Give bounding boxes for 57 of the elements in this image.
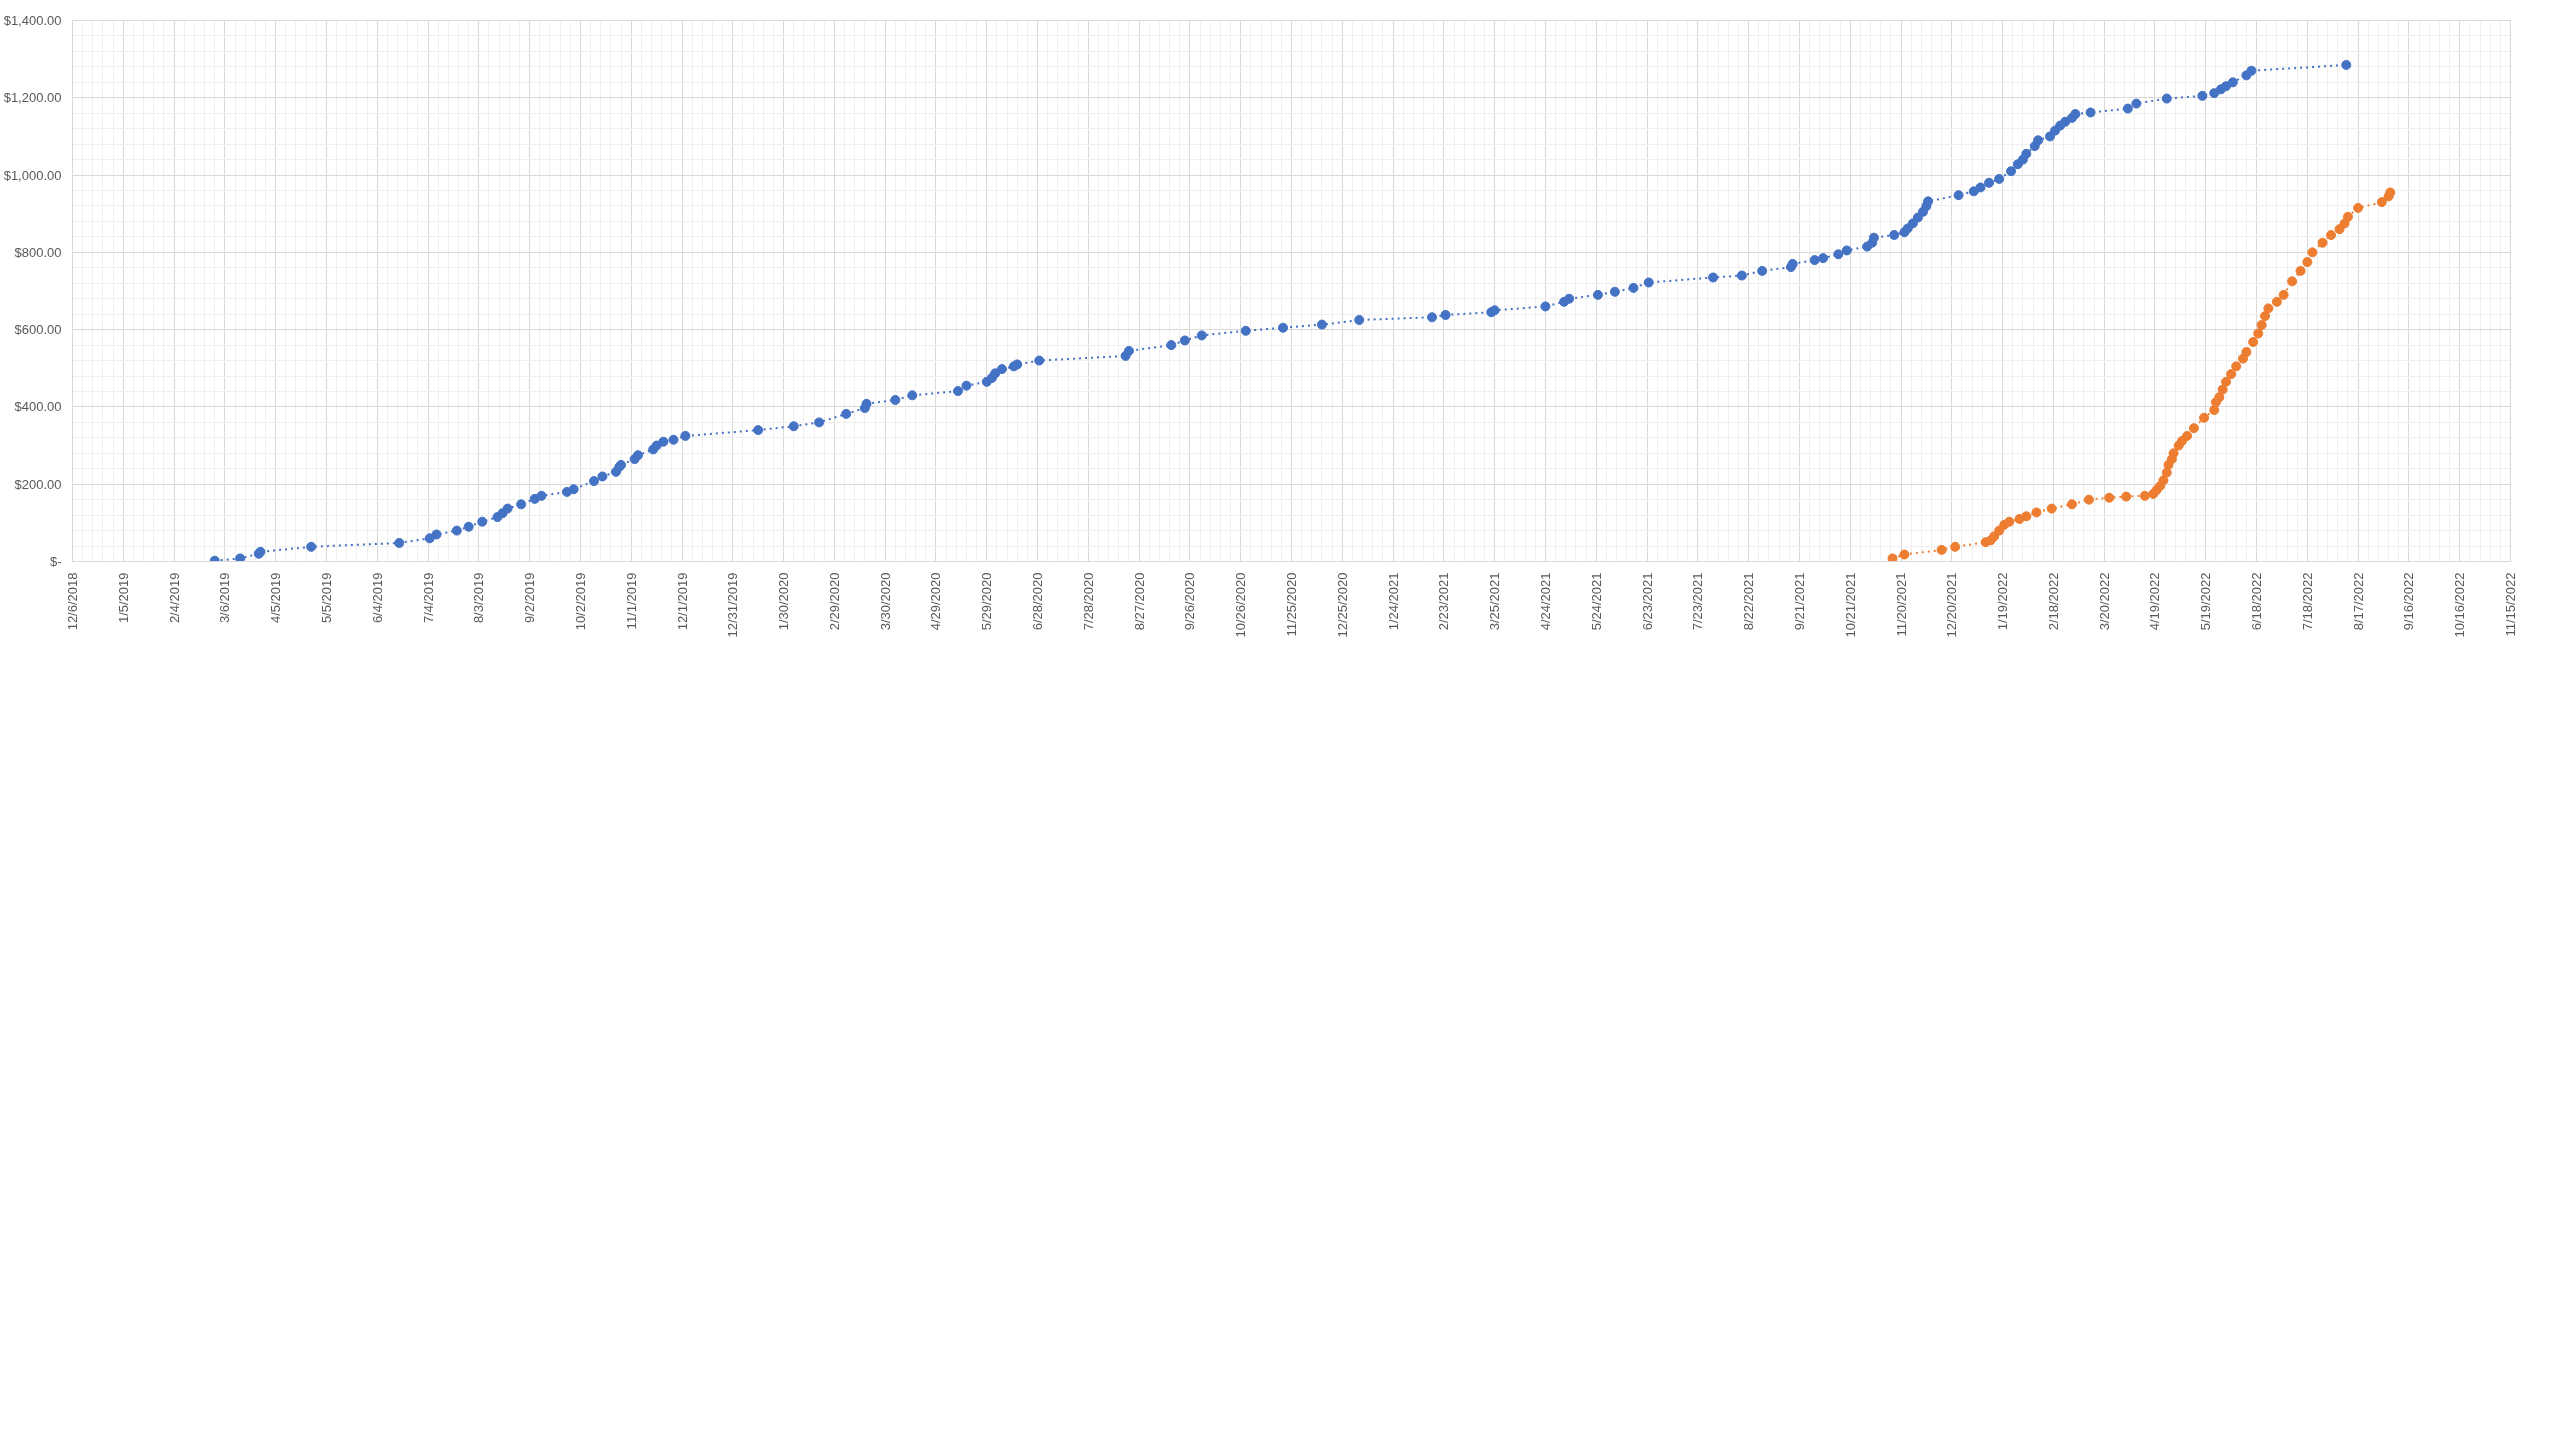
x-tick-label: 10/26/2020 bbox=[1233, 572, 1249, 638]
x-tick-label: 7/18/2022 bbox=[2299, 572, 2315, 631]
y-tick-label: $1,000.00 bbox=[3, 167, 62, 183]
x-tick-label: 5/19/2022 bbox=[2198, 572, 2214, 631]
x-tick-label: 8/22/2021 bbox=[1741, 572, 1757, 631]
x-tick-label: 4/5/2019 bbox=[268, 572, 284, 624]
x-tick-label: 7/28/2020 bbox=[1080, 572, 1096, 631]
x-tick-label: 5/24/2021 bbox=[1588, 572, 1604, 631]
x-tick-label: 6/18/2022 bbox=[2249, 572, 2265, 631]
x-tick-label: 1/19/2022 bbox=[1995, 572, 2011, 631]
y-tick-label: $1,200.00 bbox=[3, 90, 62, 106]
x-tick-label: 8/27/2020 bbox=[1131, 572, 1147, 631]
x-tick-label: 4/29/2020 bbox=[928, 572, 944, 631]
x-tick-label: 2/29/2020 bbox=[826, 572, 842, 631]
y-tick-label: $600.00 bbox=[14, 322, 62, 338]
x-tick-label: 2/23/2021 bbox=[1436, 572, 1452, 631]
x-tick-label: 9/16/2022 bbox=[2401, 572, 2417, 631]
x-tick-label: 3/20/2022 bbox=[2096, 572, 2112, 631]
x-tick-label: 11/25/2020 bbox=[1284, 572, 1299, 637]
x-tick-label: 8/3/2019 bbox=[471, 572, 487, 624]
x-tick-label: 11/20/2021 bbox=[1893, 572, 1909, 637]
x-tick-label: 7/23/2021 bbox=[1690, 572, 1706, 631]
x-tick-label: 12/25/2020 bbox=[1334, 572, 1350, 638]
x-tick-label: 10/21/2021 bbox=[1842, 572, 1858, 638]
x-tick-label: 4/24/2021 bbox=[1537, 572, 1553, 631]
x-tick-label: 12/1/2019 bbox=[674, 572, 690, 631]
x-tick-label: 1/5/2019 bbox=[115, 572, 131, 624]
x-tick-label: 3/6/2019 bbox=[217, 572, 233, 624]
x-tick-label: 3/25/2021 bbox=[1487, 572, 1503, 631]
x-tick-label: 5/5/2019 bbox=[318, 572, 334, 624]
x-tick-label: 6/4/2019 bbox=[369, 572, 385, 624]
x-tick-label: 6/28/2020 bbox=[1030, 572, 1046, 631]
x-tick-label: 3/30/2020 bbox=[877, 572, 893, 631]
x-tick-label: 1/30/2020 bbox=[776, 572, 792, 631]
x-tick-label: 1/24/2021 bbox=[1385, 572, 1401, 631]
x-tick-label: 10/2/2019 bbox=[572, 572, 588, 631]
x-tick-label: 6/23/2021 bbox=[1639, 572, 1655, 631]
x-tick-label: 12/20/2021 bbox=[1944, 572, 1960, 638]
x-tick-label: 5/29/2020 bbox=[979, 572, 995, 631]
x-tick-label: 8/17/2022 bbox=[2350, 572, 2366, 631]
y-tick-label: $- bbox=[49, 554, 62, 569]
x-tick-label: 12/6/2018 bbox=[65, 572, 80, 631]
x-tick-label: 10/16/2022 bbox=[2452, 572, 2468, 638]
y-tick-label: $1,400.00 bbox=[3, 13, 62, 28]
y-tick-label: $800.00 bbox=[14, 244, 62, 260]
x-tick-label: 11/1/2019 bbox=[623, 572, 639, 630]
x-tick-label: 2/4/2019 bbox=[166, 572, 182, 624]
x-tick-label: 2/18/2022 bbox=[2045, 572, 2061, 631]
x-tick-label: 4/19/2022 bbox=[2147, 572, 2163, 631]
x-tick-label: 9/2/2019 bbox=[522, 572, 538, 624]
y-tick-label: $200.00 bbox=[14, 476, 62, 492]
x-tick-label: 11/15/2022 bbox=[2503, 572, 2518, 637]
x-tick-label: 12/31/2019 bbox=[725, 572, 741, 638]
x-tick-label: 9/21/2021 bbox=[1791, 572, 1807, 631]
x-tick-label: 7/4/2019 bbox=[420, 572, 436, 624]
y-tick-label: $400.00 bbox=[14, 399, 62, 415]
x-tick-label: 9/26/2020 bbox=[1182, 572, 1198, 631]
